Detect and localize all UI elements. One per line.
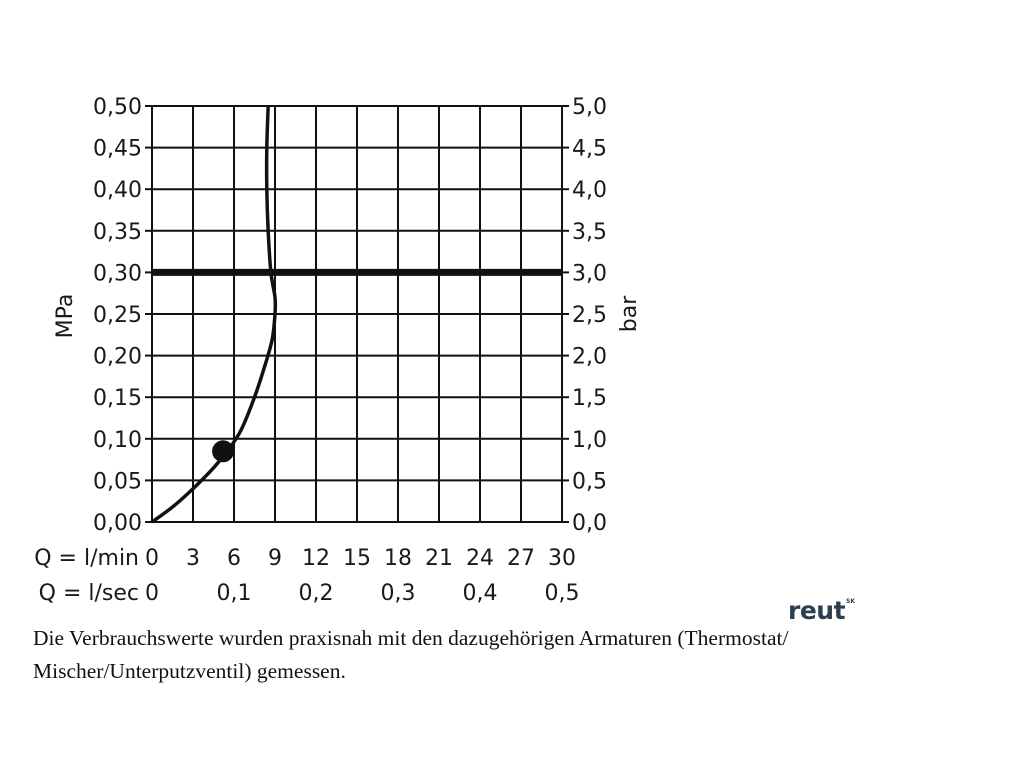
y-tick-label-right: 1,5 (572, 386, 607, 411)
y-tick-label-right: 0,0 (572, 511, 607, 536)
x-tick-label: 12 (302, 546, 330, 571)
x-tick-label: 0,3 (381, 581, 416, 606)
y-tick-label-left: 0,15 (93, 386, 142, 411)
y-tick-label-right: 2,5 (572, 303, 607, 328)
y-tick-label-right: 3,0 (572, 261, 607, 286)
x-tick-label: 3 (186, 546, 200, 571)
x-axis-row-label: Q = l/sec (39, 581, 139, 606)
y-axis-title-left: MPa (53, 294, 78, 339)
caption-line-2: Mischer/Unterputzventil) gemessen. (33, 659, 346, 683)
y-tick-label-left: 0,35 (93, 220, 142, 245)
y-axis-title-right: bar (617, 295, 642, 332)
y-tick-label-right: 0,5 (572, 469, 607, 494)
y-tick-label-left: 0,50 (93, 95, 142, 120)
x-tick-label: 21 (425, 546, 453, 571)
series-line (150, 105, 278, 524)
y-tick-label-right: 1,0 (572, 428, 607, 453)
pressure-flow-chart: 0,00 0,00,05 0,50,10 1,00,15 1,50,20 2,00,25 2… (34, 95, 642, 606)
x-tick-label: 0 (145, 581, 159, 606)
x-tick-label: 24 (466, 546, 494, 571)
y-tick-label-left: 0,10 (93, 428, 142, 453)
logo-superscript: SK (846, 597, 856, 605)
x-tick-label: 15 (343, 546, 371, 571)
x-tick-label: 0,4 (463, 581, 498, 606)
y-tick-label-right: 5,0 (572, 95, 607, 120)
y-tick-label-left: 0,05 (93, 469, 142, 494)
y-tick-label-right: 4,5 (572, 137, 607, 162)
x-tick-label: 9 (268, 546, 282, 571)
y-tick-label-right: 4,0 (572, 178, 607, 203)
y-tick-label-left: 0,40 (93, 178, 142, 203)
reut-logo: reutSK (788, 596, 855, 625)
x-tick-label: 0 (145, 546, 159, 571)
logo-text: reut (788, 596, 846, 625)
y-tick-label-left: 0,25 (93, 303, 142, 328)
operating-point-marker (212, 440, 235, 463)
y-tick-label-right: 3,5 (572, 220, 607, 245)
y-tick-label-left: 0,30 (93, 261, 142, 286)
x-tick-label: 0,2 (299, 581, 334, 606)
x-axis-row-label: Q = l/min (34, 546, 139, 571)
caption-line-1: Die Verbrauchswerte wurden praxisnah mit… (33, 626, 789, 650)
y-tick-label-left: 0,00 (93, 511, 142, 536)
x-tick-label: 0,5 (545, 581, 580, 606)
caption: Die Verbrauchswerte wurden praxisnah mit… (33, 622, 933, 688)
y-tick-label-right: 2,0 (572, 345, 607, 370)
x-tick-label: 18 (384, 546, 412, 571)
x-tick-label: 30 (548, 546, 576, 571)
y-tick-label-left: 0,20 (93, 345, 142, 370)
y-tick-label-left: 0,45 (93, 137, 142, 162)
x-tick-label: 0,1 (217, 581, 252, 606)
x-tick-label: 6 (227, 546, 241, 571)
x-tick-label: 27 (507, 546, 535, 571)
